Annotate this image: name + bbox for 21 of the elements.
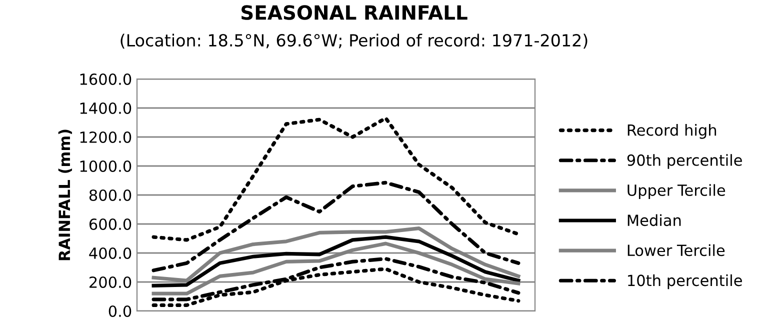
y-tick-label: 400.0 [89,247,132,260]
y-tick-label: 1400.0 [80,102,132,114]
y-axis-title: RAINFALL (mm) [58,130,72,260]
y-tick-label: 1200.0 [80,131,132,144]
y-tick-label: 600.0 [89,218,132,230]
line-series [152,116,520,242]
legend-label: 90th percentile [627,154,742,169]
line-series [152,235,520,288]
legend-label: Record high [628,124,716,139]
legend-label: Lower Tercile [628,244,725,256]
legend-label: Upper Tercile [628,184,726,199]
y-tick-label: 1000.0 [80,160,132,172]
y-tick-label: 1600.0 [80,73,132,86]
line-series [152,180,520,272]
y-tick-label: 200.0 [90,276,132,288]
chart-title: SEASONAL RAINFALL [242,5,468,20]
chart-subtitle: (Location: 18.5°N, 69.6°W; Period of record: 1971-2012) [120,34,588,49]
legend-label: Median [628,214,681,226]
legend-label: 10th percentile [628,274,742,290]
y-tick-label: 0.0 [108,305,132,318]
y-tick-label: 800.0 [89,189,132,202]
